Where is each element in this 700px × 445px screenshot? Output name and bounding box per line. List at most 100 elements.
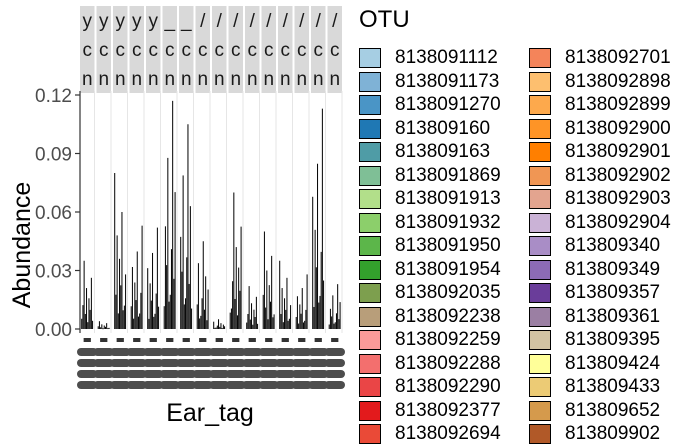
- legend-label: 8138091913: [395, 188, 501, 209]
- legend-label: 8138092290: [395, 376, 501, 397]
- x-tick-label: [258, 381, 279, 389]
- facet-strip: [80, 6, 95, 93]
- x-tick-label: [275, 381, 296, 389]
- x-tick-label: [192, 370, 213, 378]
- bar: [83, 260, 85, 329]
- facet-strip: [294, 6, 309, 93]
- facet-strip-label: c: [182, 40, 192, 61]
- bar: [220, 323, 222, 329]
- facet-strip: [113, 6, 128, 93]
- facet-strip-label: c: [116, 40, 126, 61]
- bar: [202, 241, 204, 329]
- x-tick-label: [242, 381, 263, 389]
- facet-strip-label: /: [233, 11, 239, 32]
- legend-item: 8138091932: [359, 212, 501, 234]
- facet-panel: / cn: [275, 6, 296, 389]
- x-tick-label: [291, 370, 312, 378]
- x-tick-label: [324, 381, 345, 389]
- bar: [191, 308, 193, 329]
- legend-swatch: [359, 259, 381, 280]
- legend-swatch: [529, 283, 551, 303]
- facet-strip-label: c: [231, 40, 241, 61]
- bar: [140, 292, 142, 329]
- bar: [147, 268, 149, 329]
- x-tick-label: [77, 370, 98, 378]
- bar: [238, 267, 240, 329]
- legend-item: 8138092898: [529, 71, 671, 93]
- legend-item: 8138092701: [529, 47, 671, 69]
- x-tick-mark: [248, 338, 256, 342]
- legend-label: 8138092694: [395, 423, 501, 444]
- facet-strip-label: /: [283, 11, 289, 32]
- bar: [254, 316, 256, 329]
- bar: [154, 313, 156, 329]
- bar: [268, 285, 270, 329]
- legend-label: 8138092900: [565, 117, 671, 139]
- bar: [139, 313, 141, 329]
- bar: [234, 298, 236, 329]
- x-axis-title: Ear_tag: [166, 399, 254, 427]
- x-tick-label: [209, 381, 230, 389]
- bar: [233, 192, 235, 329]
- bar: [203, 309, 205, 329]
- facet-strip-label: /: [217, 11, 223, 32]
- bar: [296, 296, 298, 329]
- bar: [88, 298, 90, 329]
- bar: [103, 325, 105, 329]
- legend-label: 813809163: [395, 141, 491, 162]
- legend-item: 813809433: [529, 376, 660, 398]
- legend-swatch: [359, 330, 381, 350]
- bar: [182, 175, 184, 329]
- legend-label: 8138092899: [565, 94, 671, 115]
- bar: [205, 276, 207, 329]
- facet-strip-label: /: [266, 11, 272, 32]
- bar: [216, 325, 218, 329]
- facet-panel: _cn: [159, 6, 180, 389]
- legend-item: 813809395: [529, 329, 660, 351]
- bar: [150, 300, 152, 329]
- bar: [252, 324, 254, 329]
- facet-strip-label: /: [299, 11, 305, 32]
- bar: [181, 271, 183, 329]
- bar: [271, 255, 273, 329]
- bar: [273, 314, 275, 329]
- facet-strip-label: c: [297, 40, 307, 61]
- legend-item: 8138091954: [359, 259, 501, 281]
- x-tick-label: [242, 370, 263, 378]
- facet-strip-label: n: [313, 69, 324, 90]
- x-tick-label: [159, 381, 180, 389]
- bar: [332, 295, 334, 329]
- legend-label: 8138091869: [395, 164, 501, 186]
- legend-item: 813809349: [529, 259, 660, 281]
- x-tick-label: [291, 348, 312, 356]
- legend-label: 8138092904: [565, 211, 671, 233]
- x-tick-label: [110, 370, 131, 378]
- legend-swatch: [359, 377, 381, 397]
- x-tick-label: [308, 381, 329, 389]
- y-axis-title: Abundance: [8, 182, 36, 309]
- x-tick-label: [93, 348, 114, 356]
- legend-swatch: [529, 259, 551, 280]
- bar: [86, 288, 88, 329]
- bar: [183, 304, 185, 329]
- facet-strip-label: y: [149, 11, 159, 32]
- legend-item: 813809652: [529, 400, 660, 422]
- bar: [281, 288, 283, 329]
- legend-swatch: [359, 189, 381, 209]
- bar: [339, 302, 341, 329]
- bar: [269, 301, 271, 329]
- legend-label: 813809433: [565, 376, 661, 397]
- bar: [187, 124, 189, 329]
- facet-strip: [261, 6, 276, 93]
- bar: [288, 318, 290, 329]
- facet-strip-label: c: [83, 40, 93, 61]
- legend-swatch: [359, 165, 381, 186]
- bar: [229, 312, 231, 329]
- x-tick-label: [192, 381, 213, 389]
- facet-strip-label: c: [99, 40, 109, 61]
- legend-item: 8138092377: [359, 400, 501, 422]
- legend-title: OTU: [359, 6, 410, 33]
- bar: [166, 265, 168, 329]
- x-tick-label: [258, 359, 279, 367]
- facet-strip-label: n: [214, 69, 225, 90]
